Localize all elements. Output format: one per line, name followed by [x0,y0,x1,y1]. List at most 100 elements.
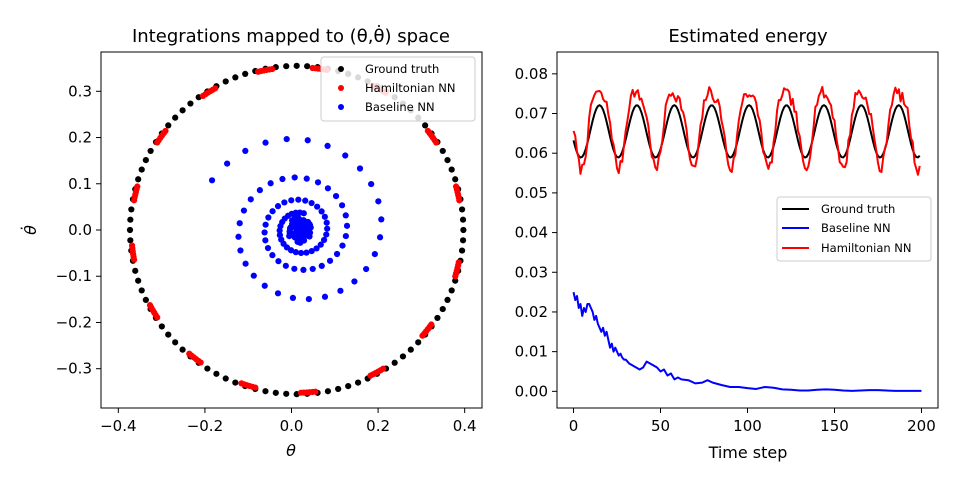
hamiltonian-nn-point [424,127,432,135]
legend-label-baseline-nn: Baseline NN [365,100,435,114]
ground-truth-point [132,267,139,274]
energy-x-tick-label: 150 [820,417,849,435]
phase-space-points [126,62,467,398]
energy-x-tick-label: 200 [907,417,936,435]
baseline-nn-point [318,208,325,215]
ground-truth-point [179,346,186,353]
phase-space-ticks: −0.4 −0.2 0.0 0.2 0.4 −0.3 −0.2 −0.1 0.0 0.1 0.2 0.… [56,82,477,435]
energy-y-tick-label: 0.08 [515,65,548,83]
ground-truth-point [458,247,466,254]
ground-truth-point [232,379,239,386]
baseline-nn-point [324,142,331,149]
hamiltonian-nn-point [452,183,460,190]
baseline-nn-point [321,293,329,300]
ground-truth-energy-line [572,104,921,159]
phase-space-chart: Integrations mapped to (θ,θ̇) space −0.4… [21,24,483,460]
baseline-nn-point [375,198,382,205]
ground-truth-point [142,157,149,164]
baseline-nn-point [292,218,300,225]
baseline-nn-point [264,244,272,252]
ground-truth-point [165,331,172,338]
phase-space-axes-frame [100,51,483,409]
baseline-nn-point [283,136,290,143]
baseline-nn-point [286,233,293,240]
baseline-nn-point [333,250,341,258]
baseline-nn-point [308,199,315,207]
ground-truth-point [213,370,220,377]
phase-space-y-tick-label: 0.2 [68,129,92,147]
energy-y-tick-label: 0.03 [515,263,548,281]
ground-truth-point [283,390,290,397]
baseline-nn-point [274,203,282,210]
baseline-nn-point [261,229,268,236]
phase-space-title: Integrations mapped to (θ,θ̇) space [132,24,450,47]
baseline-nn-point [282,262,289,269]
baseline-nn-point [337,287,344,294]
hamiltonian-nn-point [380,365,387,372]
baseline-nn-point [321,213,328,220]
ground-truth-point [458,206,466,213]
ground-truth-point [444,157,451,164]
legend-label-hamiltonian-nn: Hamiltonian NN [365,81,456,95]
hamiltonian-nn-point [130,197,138,204]
baseline-nn-point [313,245,320,252]
hamiltonian-nn-point [130,256,138,263]
ground-truth-point [460,226,467,234]
ground-truth-point [439,147,446,155]
baseline-nn-point [320,236,328,244]
baseline-nn-point [262,221,269,228]
energy-chart: Estimated energy 0 50 100 150 200 0.00 0.01 0.0… [515,26,939,462]
ground-truth-point [135,277,142,284]
hamiltonian-nn-point [428,321,435,328]
baseline-nn-point [342,152,349,159]
phase-space-y-tick-label: −0.2 [56,313,92,331]
ground-truth-point [262,388,269,395]
baseline-nn-point [317,241,324,248]
energy-lines [572,85,922,392]
baseline-nn-point [265,214,272,221]
energy-x-axis-label: Time step [708,443,788,462]
baseline-nn-point [303,175,310,182]
energy-y-tick-label: 0.01 [515,343,548,361]
energy-axes-frame [556,51,939,409]
phase-space-x-tick-label: −0.4 [100,417,136,435]
ground-truth-point [422,122,429,129]
baseline-nn-point [224,160,231,167]
baseline-nn-point [338,202,346,209]
energy-y-tick-label: 0.06 [515,144,548,162]
ground-truth-point [448,287,455,294]
baseline-nn-point [305,296,312,303]
baseline-nn-point [291,234,298,241]
legend-marker-hamiltonian-nn [338,85,344,91]
baseline-nn-point [363,265,370,273]
hamiltonian-nn-point [154,139,161,146]
ground-truth-point [293,62,300,69]
baseline-nn-point [332,193,340,200]
energy-y-tick-label: 0.07 [515,105,548,123]
ground-truth-point [459,216,467,223]
baseline-nn-point [247,196,254,203]
ground-truth-point [434,314,441,322]
baseline-nn-point [242,260,249,267]
phase-space-x-tick-label: 0.2 [366,417,390,435]
legend-marker-baseline-nn [338,104,344,110]
baseline-nn-point [256,187,263,194]
legend-marker-ground-truth [338,66,344,72]
ground-truth-point [452,176,459,183]
legend-label-hamiltonian-nn-energy: Hamiltonian NN [821,241,912,255]
baseline-nn-point [323,231,330,238]
baseline-nn-point [269,252,276,259]
energy-y-tick-label: 0.02 [515,303,548,321]
baseline-nn-point [237,247,244,254]
hamiltonian-nn-point [252,384,259,391]
baseline-nn-point [308,248,315,255]
phase-space-y-tick-label: −0.1 [56,267,92,285]
phase-space-x-tick-label: 0.0 [280,417,304,435]
phase-space-y-tick-label: 0.3 [68,82,92,100]
legend-label-baseline-nn-energy: Baseline NN [821,221,891,235]
hamiltonian-nn-point [309,64,316,72]
ground-truth-point [222,78,229,85]
baseline-nn-point [343,222,351,229]
baseline-nn-point [295,196,302,203]
